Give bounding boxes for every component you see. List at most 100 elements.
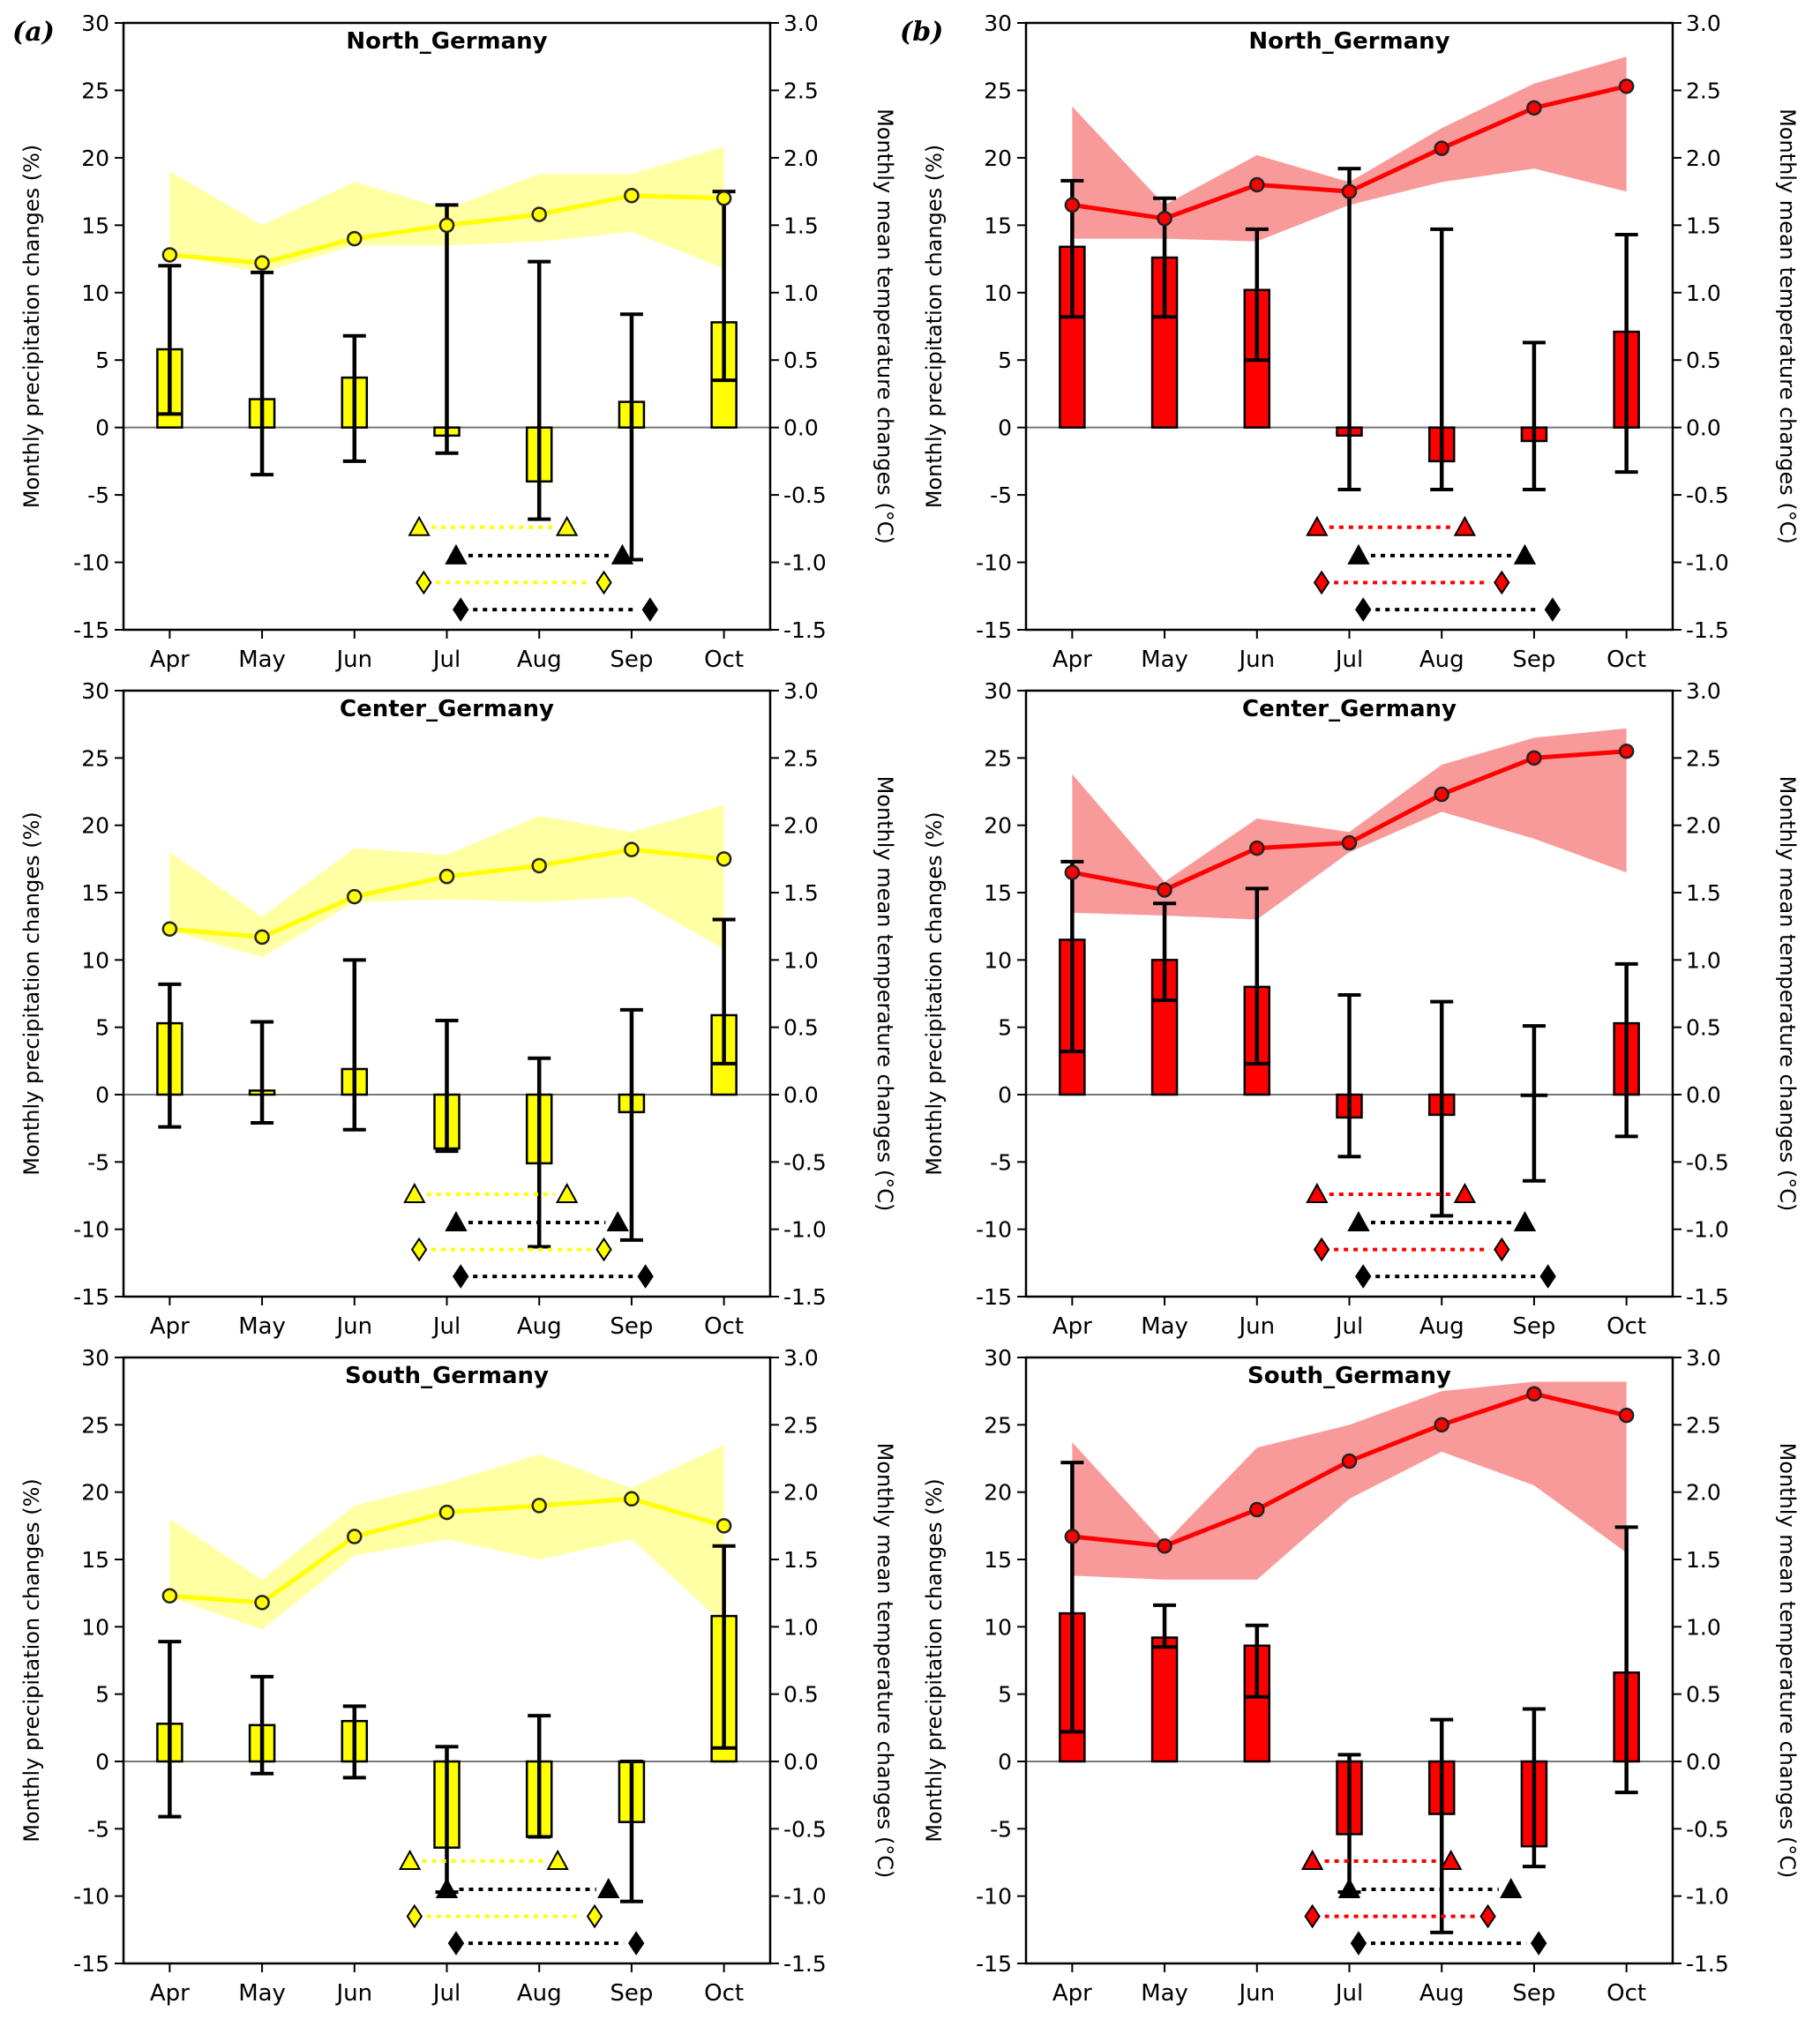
x-tick-label: May bbox=[1141, 1313, 1188, 1340]
significance-marker bbox=[1300, 1849, 1324, 1870]
y-tick-label: -5 bbox=[990, 482, 1012, 508]
significance-marker bbox=[641, 597, 659, 622]
x-tick-label: Apr bbox=[150, 1980, 190, 2007]
y-tick-label: -10 bbox=[73, 1217, 109, 1243]
y2-tick-label: 0.0 bbox=[783, 415, 819, 441]
x-tick-label: Apr bbox=[150, 1313, 190, 1340]
y2-tick-label: 2.0 bbox=[1686, 146, 1721, 171]
y2-tick-label: 2.5 bbox=[783, 745, 819, 771]
y2-tick-label: 1.0 bbox=[1686, 280, 1721, 306]
y-axis-label: Monthly precipitation changes (%) bbox=[19, 1478, 44, 1843]
y2-tick-label: 1.0 bbox=[1686, 947, 1721, 973]
y-tick-label: 15 bbox=[984, 1547, 1012, 1573]
temperature-point bbox=[438, 868, 455, 885]
y2-tick-label: -1.5 bbox=[783, 1284, 827, 1310]
y-tick-label: 30 bbox=[984, 678, 1012, 704]
y2-tick-label: -1.5 bbox=[1686, 617, 1729, 643]
chart-title: Center_Germany bbox=[340, 696, 554, 722]
panel-label-a: (a) bbox=[12, 17, 55, 48]
temperature-point bbox=[624, 841, 640, 857]
precip-bar bbox=[1243, 1644, 1271, 1763]
significance-marker bbox=[1479, 1903, 1496, 1929]
significance-marker bbox=[595, 1237, 612, 1262]
y2-axis-label: Monthly mean temperature changes (°C) bbox=[1775, 776, 1800, 1212]
temperature-point bbox=[161, 247, 178, 263]
chart-title: South_Germany bbox=[345, 1363, 549, 1389]
y-tick-label: 0 bbox=[998, 415, 1012, 441]
y-tick-label: -15 bbox=[976, 1284, 1012, 1310]
y-tick-label: 20 bbox=[984, 1480, 1012, 1506]
y2-tick-label: -1.0 bbox=[783, 550, 827, 576]
x-tick-label: May bbox=[238, 647, 286, 673]
y2-tick-label: -1.5 bbox=[783, 1951, 827, 1977]
y2-tick-label: 3.0 bbox=[1686, 1345, 1721, 1371]
y-axis-label: Monthly precipitation changes (%) bbox=[922, 811, 947, 1176]
x-tick-label: Oct bbox=[704, 1980, 744, 2007]
x-tick-label: Oct bbox=[704, 1313, 744, 1340]
temperature-point bbox=[254, 255, 270, 271]
y-tick-label: 30 bbox=[81, 678, 109, 704]
x-tick-label: Aug bbox=[517, 647, 562, 673]
y2-tick-label: 2.0 bbox=[783, 1480, 819, 1506]
y-tick-label: 15 bbox=[81, 213, 109, 238]
y-tick-label: -10 bbox=[73, 550, 109, 576]
y-tick-label: 20 bbox=[984, 146, 1012, 171]
y2-tick-label: 1.0 bbox=[783, 1614, 819, 1640]
temperature-point bbox=[531, 206, 547, 222]
x-tick-label: Aug bbox=[1419, 1313, 1464, 1340]
y-tick-label: -5 bbox=[990, 1816, 1012, 1842]
y2-tick-label: 0.0 bbox=[783, 1749, 819, 1775]
significance-marker bbox=[1453, 1182, 1477, 1203]
y2-tick-label: -0.5 bbox=[783, 482, 827, 508]
y2-tick-label: 0.5 bbox=[783, 1015, 819, 1041]
temperature-point bbox=[1064, 864, 1081, 880]
y-tick-label: 10 bbox=[984, 947, 1012, 973]
temperature-point bbox=[1434, 1417, 1449, 1433]
temperature-point bbox=[1249, 176, 1265, 193]
x-tick-label: Jun bbox=[1237, 1980, 1275, 2007]
significance-marker bbox=[1453, 515, 1477, 536]
y-tick-label: 30 bbox=[81, 11, 109, 36]
precip-bar bbox=[1150, 1636, 1179, 1763]
temperature-point bbox=[1434, 786, 1449, 803]
y-tick-label: 10 bbox=[81, 947, 109, 973]
y-tick-label: -15 bbox=[976, 617, 1012, 643]
y2-tick-label: -0.5 bbox=[783, 1149, 827, 1175]
y-tick-label: 5 bbox=[998, 348, 1012, 373]
temperature-point bbox=[254, 1595, 270, 1611]
temperature-point bbox=[1341, 183, 1358, 199]
significance-marker bbox=[1494, 570, 1510, 595]
temperature-point bbox=[715, 191, 732, 206]
x-tick-label: Aug bbox=[1419, 1980, 1464, 2007]
y-tick-label: -5 bbox=[990, 1149, 1012, 1175]
significance-marker bbox=[408, 515, 431, 536]
y-axis-label: Monthly precipitation changes (%) bbox=[19, 145, 44, 509]
x-tick-label: May bbox=[238, 1313, 286, 1340]
significance-marker bbox=[435, 1877, 459, 1899]
significance-marker bbox=[627, 1931, 645, 1955]
significance-marker bbox=[1530, 1931, 1547, 1955]
chart-3: 30 25 20 15 10 5 0 -5 -10 -15 3.0 2.5 2.0 1.5 1.0 0.5 0.… bbox=[922, 678, 1800, 1340]
y-tick-label: 25 bbox=[984, 745, 1012, 771]
temperature-point bbox=[1249, 1501, 1265, 1518]
x-tick-label: Aug bbox=[1419, 647, 1464, 673]
y2-axis-label: Monthly mean temperature changes (°C) bbox=[873, 1443, 897, 1879]
significance-marker bbox=[453, 1264, 469, 1289]
temperature-point bbox=[161, 921, 178, 937]
significance-marker bbox=[597, 1877, 620, 1899]
y2-axis-label: Monthly mean temperature changes (°C) bbox=[1775, 108, 1800, 544]
x-tick-label: Jul bbox=[431, 1980, 461, 2007]
y-tick-label: 15 bbox=[81, 1547, 109, 1573]
y2-tick-label: -1.5 bbox=[1686, 1951, 1729, 1977]
x-tick-label: Jun bbox=[1237, 647, 1275, 673]
significance-marker bbox=[1337, 1877, 1361, 1899]
y-axis-label: Monthly precipitation changes (%) bbox=[922, 145, 947, 509]
y2-tick-label: 0.0 bbox=[783, 1082, 819, 1108]
temperature-point bbox=[1618, 79, 1635, 94]
y2-tick-label: 2.0 bbox=[1686, 1480, 1721, 1506]
temperature-point bbox=[347, 1529, 363, 1544]
y2-tick-label: 0.5 bbox=[1686, 348, 1721, 373]
significance-marker bbox=[1313, 1237, 1330, 1262]
significance-marker bbox=[1494, 1237, 1510, 1262]
chart-5: 30 25 20 15 10 5 0 -5 -10 -15 3.0 2.5 2.0 1.5 1.0 0.5 0.… bbox=[922, 1345, 1800, 2007]
